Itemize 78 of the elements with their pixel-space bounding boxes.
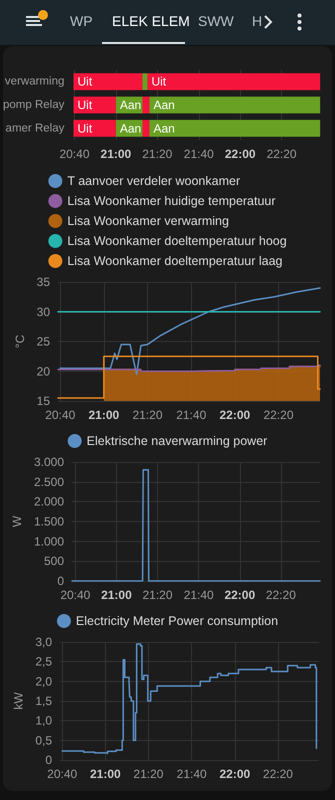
x-tick-label: 22:00	[219, 767, 250, 781]
y-tick-label: 0	[57, 574, 64, 588]
x-tick-label: 21:20	[133, 767, 164, 781]
x-tick-label: 21:00	[100, 147, 132, 161]
x-tick-label: 22:20	[262, 767, 294, 781]
x-tick-label: 20:40	[45, 408, 76, 422]
x-tick-label: 21:40	[176, 408, 207, 422]
data-label: Uit	[77, 121, 93, 136]
bar	[73, 120, 116, 137]
x-tick-label: 22:20	[266, 588, 296, 602]
y-tick-label: 2.000	[34, 494, 64, 509]
legend-label: Electricity Meter Power consumption	[76, 614, 278, 628]
legend-label: Lisa Woonkamer verwarming	[67, 214, 230, 228]
y-tick-label: verwarming	[4, 76, 64, 88]
y-tick-label: 15	[36, 394, 50, 408]
bar	[73, 96, 116, 114]
text: SWW	[198, 13, 234, 29]
y-tick-label: 2,0	[35, 674, 52, 688]
data-label: Aan	[120, 121, 142, 136]
x-tick-label: 21:00	[90, 767, 121, 781]
x-tick-label: 21:20	[142, 147, 173, 161]
y-tick-label: 1.500	[34, 514, 64, 528]
y-tick-label: pomp Relay	[2, 99, 65, 111]
y-tick-label: 25	[36, 334, 50, 348]
bar	[142, 73, 148, 90]
x-tick-label: 22:20	[266, 147, 297, 161]
y-tick-label: 1,0	[35, 714, 52, 728]
legend-label: Lisa Woonkamer doeltemperatuur hoog	[67, 234, 287, 248]
x-tick-label: 21:20	[142, 588, 173, 602]
bar	[142, 96, 150, 114]
y-axis-title: kW	[11, 692, 26, 710]
legend-label: Lisa Woonkamer huidige temperatuur	[67, 194, 276, 208]
y-tick-label: 500	[44, 554, 64, 568]
bar	[147, 73, 320, 90]
bar	[142, 120, 150, 137]
x-tick-label: 20:40	[59, 147, 90, 161]
x-tick-label: 21:40	[176, 767, 208, 781]
legend-label: Elektrische naverwarming power	[86, 434, 268, 448]
bar	[149, 120, 320, 137]
y-tick-label: amer Relay	[6, 122, 65, 134]
y-tick-label: 20	[36, 364, 50, 378]
x-tick-label: 22:00	[224, 588, 256, 602]
data-label: Aan	[153, 121, 175, 136]
y-tick-label: 0	[45, 753, 52, 767]
y-tick-label: 35	[36, 275, 50, 289]
x-tick-label: 21:00	[88, 408, 120, 422]
y-tick-label: 1,5	[35, 694, 52, 708]
x-tick-label: 22:20	[263, 408, 294, 422]
data-label: Uit	[151, 74, 167, 89]
bar	[73, 73, 142, 90]
x-tick-label: 21:20	[132, 408, 163, 422]
data-label: Uit	[77, 98, 93, 112]
text: ELEK ELEM	[112, 13, 190, 29]
y-tick-label: 2.500	[34, 474, 64, 489]
x-tick-label: 22:00	[220, 408, 251, 422]
y-tick-label: 2,5	[35, 654, 52, 669]
x-tick-label: 21:40	[184, 588, 214, 602]
y-axis-title: W	[10, 515, 24, 528]
y-tick-label: 3.000	[34, 455, 64, 469]
x-tick-label: 21:40	[184, 147, 214, 161]
x-tick-label: 20:40	[47, 767, 78, 781]
data-label: Aan	[120, 98, 142, 112]
data-label: Aan	[153, 98, 175, 112]
x-tick-label: 22:00	[224, 147, 256, 161]
y-axis-title: °C	[12, 334, 27, 348]
y-tick-label: 30	[36, 304, 50, 319]
y-tick-label: 1.000	[34, 534, 64, 548]
bar	[149, 96, 320, 114]
x-tick-label: 20:40	[60, 588, 91, 602]
text: H	[252, 13, 262, 29]
data-label: Uit	[77, 74, 93, 89]
legend-label: T aanvoer verdeler woonkamer	[67, 174, 240, 188]
y-tick-label: 0,5	[35, 733, 52, 748]
text: WP	[70, 13, 93, 29]
y-tick-label: 3,0	[35, 635, 52, 649]
line-series	[59, 287, 321, 375]
legend-label: Lisa Woonkamer doeltemperatuur laag	[67, 254, 283, 268]
x-tick-label: 21:00	[101, 588, 132, 602]
